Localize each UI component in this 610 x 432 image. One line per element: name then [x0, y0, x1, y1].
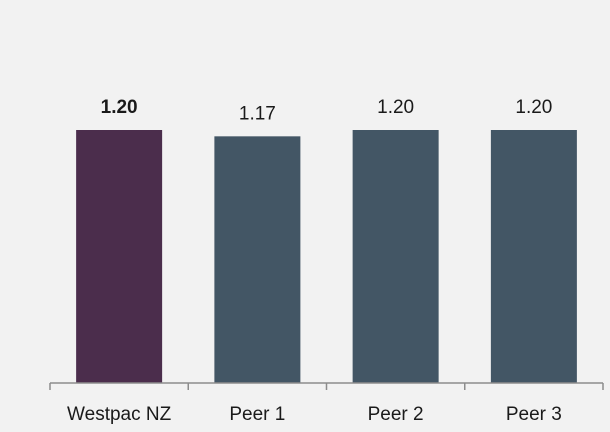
- value-label-westpac-nz: 1.20: [101, 97, 138, 118]
- tick-label-peer-1: Peer 1: [229, 404, 285, 425]
- bar-westpac-nz: [76, 130, 163, 383]
- x-axis: [49, 382, 604, 390]
- tick-label-peer-2: Peer 2: [368, 404, 424, 425]
- tick-label-peer-3: Peer 3: [506, 404, 562, 425]
- value-label-peer-2: 1.20: [377, 97, 414, 118]
- value-labels-group: 1.20 1.17 1.20 1.20: [101, 97, 553, 124]
- bars-group: [76, 130, 577, 383]
- bar-peer-1: [214, 136, 301, 383]
- x-tick-labels-group: Westpac NZ Peer 1 Peer 2 Peer 3: [67, 404, 562, 425]
- tick-label-westpac-nz: Westpac NZ: [67, 404, 172, 425]
- bar-peer-3: [490, 130, 577, 383]
- value-label-peer-3: 1.20: [515, 97, 552, 118]
- bar-peer-2: [352, 130, 439, 383]
- value-label-peer-1: 1.17: [239, 103, 276, 124]
